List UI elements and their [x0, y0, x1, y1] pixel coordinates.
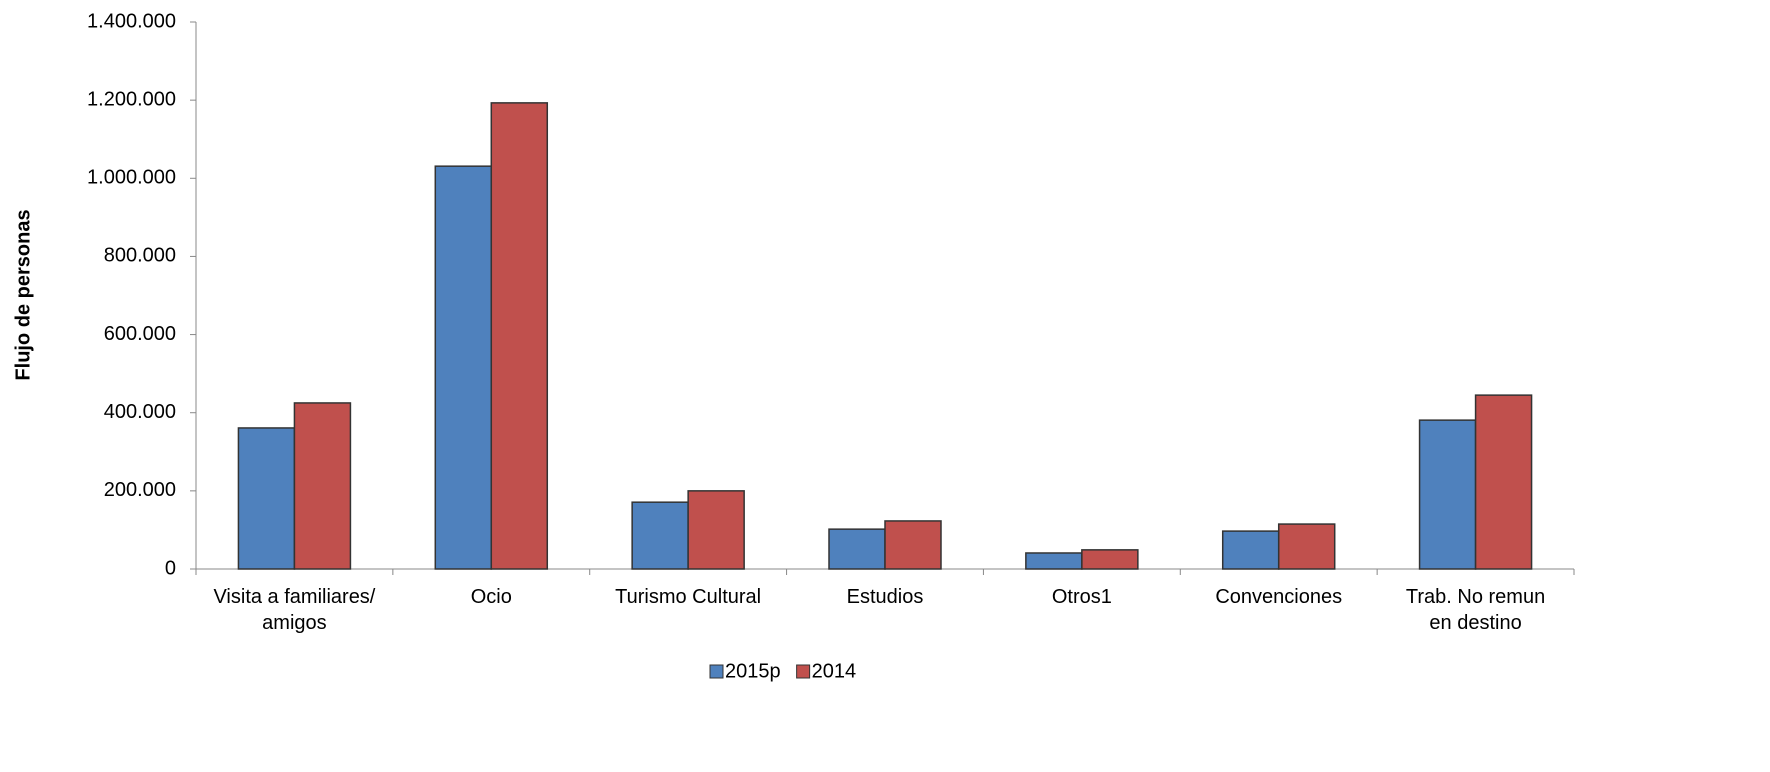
- bar: [1277, 523, 1336, 570]
- y-tick-label: 1.000.000: [87, 167, 176, 189]
- x-tick-label: Estudios: [846, 586, 924, 608]
- bar: [687, 490, 745, 570]
- x-tick-label: Convenciones: [1215, 586, 1343, 608]
- x-tick-label: Trab. No remun en destino: [1405, 586, 1546, 634]
- y-tick-label: 800.000: [104, 245, 176, 267]
- y-tick-label: 200.000: [104, 479, 176, 501]
- bar: [884, 520, 942, 570]
- y-tick-label: 400.000: [104, 401, 176, 423]
- legend-label: 2014: [812, 660, 857, 682]
- x-tick-label: Turismo Cultural: [615, 586, 762, 608]
- y-tick-label: 0: [165, 557, 176, 579]
- y-tick-label: 1.200.000: [87, 88, 176, 110]
- x-tick-label: Visita a familiares/ amigos: [213, 586, 376, 634]
- y-tick-label: 1.400.000: [87, 10, 176, 32]
- bar: [490, 102, 549, 570]
- legend-label: 2015p: [725, 660, 781, 682]
- bar: [1025, 552, 1083, 570]
- y-tick-label: 600.000: [104, 323, 176, 345]
- bar: [434, 165, 493, 570]
- bar: [293, 402, 352, 570]
- legend-swatch: [709, 664, 724, 679]
- x-tick-label: Otros1: [1051, 586, 1112, 608]
- legend-swatch: [796, 664, 811, 679]
- bar: [237, 427, 296, 570]
- bar: [1418, 419, 1477, 570]
- x-tick-label: Ocio: [470, 586, 512, 608]
- y-axis-title: Flujo de personas: [12, 209, 34, 380]
- bar: [631, 501, 689, 570]
- bar: [1081, 549, 1139, 570]
- bar: [828, 528, 886, 570]
- bar: [1474, 394, 1533, 570]
- bar: [1221, 530, 1280, 570]
